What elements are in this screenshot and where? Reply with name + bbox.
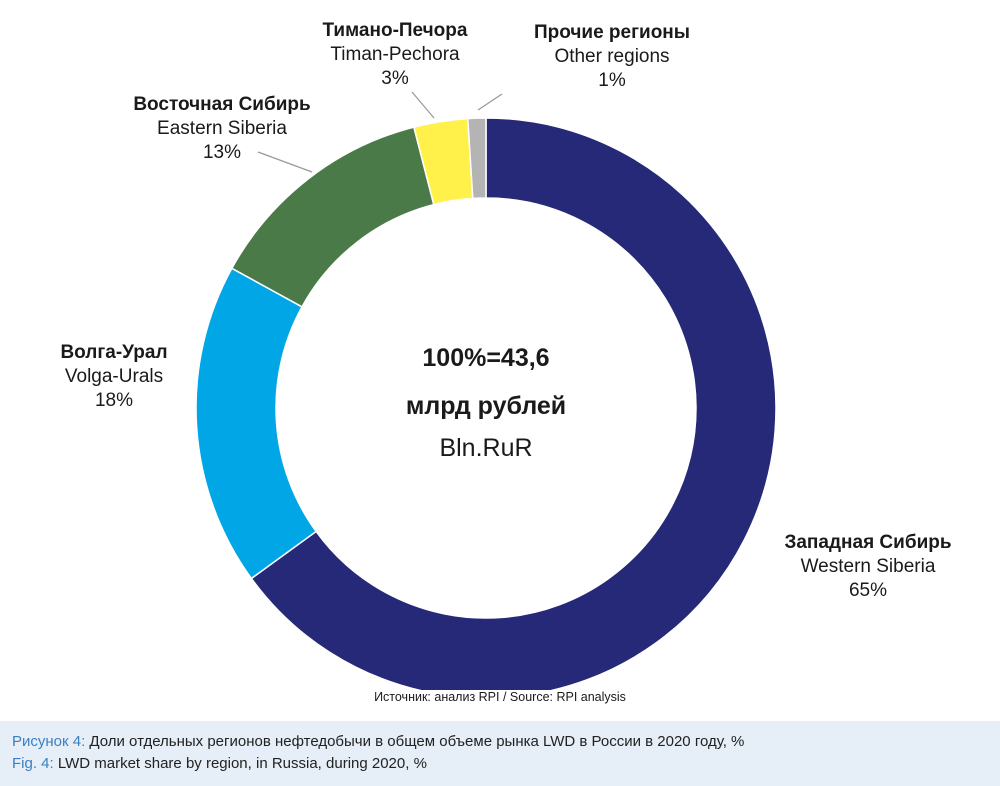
segment-label-en: Eastern Siberia	[157, 118, 287, 139]
segment-value-label: 65%	[849, 580, 887, 601]
caption-ru: Рисунок 4: Доли отдельных регионов нефте…	[12, 733, 744, 750]
segment-label-en: Other regions	[554, 46, 669, 67]
segment-label-ru: Тимано-Печора	[323, 20, 468, 41]
segment-value-label: 3%	[381, 68, 409, 89]
caption-ru-text: Доли отдельных регионов нефтедобычи в об…	[85, 733, 745, 750]
caption-en-text: LWD market share by region, in Russia, d…	[53, 755, 427, 772]
caption-ru-prefix: Рисунок 4:	[12, 733, 86, 750]
segment-label-ru: Западная Сибирь	[784, 532, 951, 553]
center-unit-en: Bln.RuR	[439, 434, 532, 462]
segment-value-label: 13%	[203, 142, 241, 163]
leader-line	[411, 91, 435, 119]
center-label: 100%=43,6 млрд рублей Bln.RuR	[406, 344, 566, 462]
segment-value-label: 1%	[598, 70, 626, 91]
center-total: 100%=43,6	[422, 344, 549, 372]
center-unit-ru: млрд рублей	[406, 392, 566, 420]
donut-segment-volga-urals	[195, 267, 318, 580]
source-note: Источник: анализ RPI / Source: RPI analy…	[374, 690, 626, 704]
caption-en-prefix: Fig. 4:	[12, 755, 54, 772]
leader-line	[477, 93, 503, 111]
leader-line	[257, 151, 313, 173]
segment-value-label: 18%	[95, 390, 133, 411]
segment-label-en: Timan-Pechora	[330, 44, 460, 65]
donut-segment-western-siberia	[250, 117, 777, 690]
segment-label-ru: Восточная Сибирь	[133, 94, 310, 115]
caption-en: Fig. 4: LWD market share by region, in R…	[12, 755, 427, 772]
donut-chart: Западная Сибирь Western Siberia 65% Волга-У…	[60, 20, 952, 690]
segment-labels: Западная Сибирь Western Siberia 65% Волга-У…	[60, 20, 951, 601]
donut-segments	[195, 117, 777, 690]
figure-caption: Рисунок 4: Доли отдельных регионов нефте…	[0, 721, 1000, 786]
segment-label-ru: Волга-Урал	[60, 342, 167, 363]
segment-label-ru: Прочие регионы	[534, 22, 690, 43]
leader-lines	[257, 91, 503, 173]
donut-segment-other-regions	[466, 117, 487, 200]
segment-label-en: Volga-Urals	[65, 366, 163, 387]
segment-label-en: Western Siberia	[801, 556, 936, 577]
